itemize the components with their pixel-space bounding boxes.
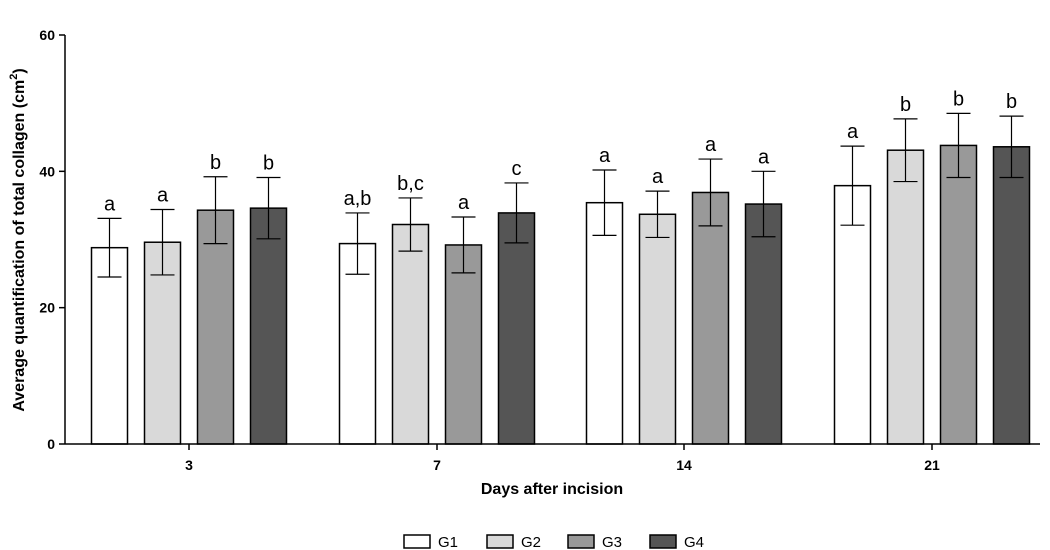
y-axis-title: Average quantification of total collagen…: [8, 68, 28, 411]
y-ticks: 0 20 40 60: [39, 27, 65, 452]
significance-label-g1-day-3: a: [104, 193, 116, 215]
significance-label-g1-day-14: a: [599, 145, 611, 167]
legend-swatch-g1: [403, 534, 431, 549]
y-axis-title-close: ): [11, 68, 28, 73]
significance-label-g4-day-21: b: [1006, 91, 1017, 113]
legend-label-g2: G2: [521, 534, 541, 550]
significance-label-g4-day-7: c: [512, 158, 522, 180]
significance-label-g4-day-3: b: [263, 152, 274, 174]
significance-label-g1-day-7: a,b: [344, 188, 372, 210]
significance-label-g2-day-21: b: [900, 94, 911, 116]
bar-g4-day-21: [992, 146, 1031, 445]
bar-g3-day-21: [939, 144, 978, 445]
legend-label-g3: G3: [602, 534, 622, 550]
x-tick-label-2: 14: [676, 457, 692, 473]
bar-g1-day-14: [585, 201, 624, 445]
legend-swatch-g2: [486, 534, 514, 549]
significance-label-g2-day-3: a: [157, 185, 169, 207]
y-axis-title-main: Average quantification of total collagen…: [11, 80, 28, 412]
significance-label-g3-day-3: b: [210, 152, 221, 174]
bar-g3-day-14: [691, 191, 730, 445]
y-tick-label-1: 20: [39, 300, 55, 316]
bar-g4-day-14: [744, 203, 783, 445]
significance-label-g3-day-21: b: [953, 88, 964, 110]
significance-label-g3-day-14: a: [705, 134, 717, 156]
significance-label-g4-day-14: a: [758, 146, 770, 168]
bar-g2-day-21: [886, 149, 925, 445]
legend-swatch-g4: [649, 534, 677, 549]
bar-g3-day-3: [196, 209, 235, 445]
y-tick-label-3: 60: [39, 27, 55, 43]
significance-label-g3-day-7: a: [458, 192, 470, 214]
significance-label-g2-day-14: a: [652, 166, 664, 188]
significance-label-g2-day-7: b,c: [397, 173, 424, 195]
y-axis-title-superscript: 2: [8, 74, 20, 80]
legend-label-g1: G1: [438, 534, 458, 550]
bar-g2-day-7: [391, 223, 430, 445]
legend: G1 G2 G3 G4: [403, 534, 704, 550]
legend-label-g4: G4: [684, 534, 704, 550]
x-axis-title: Days after incision: [481, 481, 623, 498]
bar-g2-day-14: [638, 213, 677, 445]
y-tick-label-2: 40: [39, 163, 55, 179]
bar-g4-day-7: [497, 212, 536, 445]
bar-g3-day-7: [444, 244, 483, 445]
x-tick-label-1: 7: [433, 457, 441, 473]
y-tick-label-0: 0: [47, 436, 55, 452]
significance-labels-layer: a a b b a,b b,c a c a a a a a b b b: [104, 88, 1017, 215]
bar-g4-day-3: [249, 207, 288, 445]
significance-label-g1-day-21: a: [847, 121, 859, 143]
legend-swatch-g3: [567, 534, 595, 549]
x-tick-label-3: 21: [924, 457, 940, 473]
x-tick-label-0: 3: [185, 457, 193, 473]
bar-g1-day-3: [90, 246, 129, 445]
x-ticks: 3 7 14 21: [185, 444, 940, 473]
bars-layer: [90, 112, 1031, 445]
bar-g1-day-21: [833, 184, 872, 445]
